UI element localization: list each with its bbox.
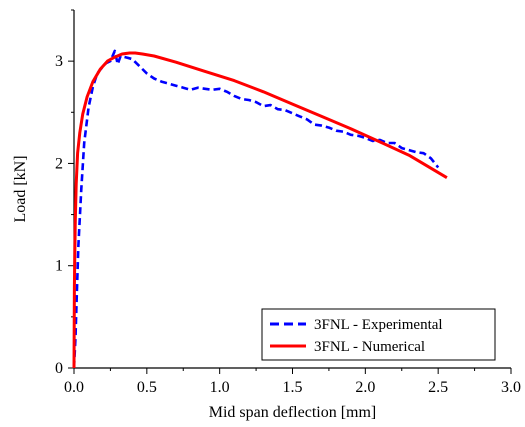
series-layer [72,49,448,369]
legend-label: 3FNL - Numerical [314,339,425,355]
x-axis-title: Mid span deflection [mm] [209,404,377,421]
y-tick-label: 2 [55,155,63,172]
legend-box [261,308,496,361]
y-tick-label: 0 [55,360,63,377]
y-tick-label: 1 [55,258,63,275]
x-tick-label: 1.0 [210,379,230,396]
legend: 3FNL - Experimental 3FNL - Numerical [261,308,496,361]
x-tick-label: 2.0 [355,379,375,396]
legend-label: 3FNL - Experimental [314,317,443,333]
ticks: 0.0 0.5 1.0 1.5 2.0 2.5 3.0 0 1 2 3 [55,9,521,396]
x-tick-label: 1.5 [283,379,303,396]
y-axis-title: Load [kN] [12,155,29,222]
x-tick-label: 0.5 [137,379,157,396]
x-tick-label: 2.5 [428,379,448,396]
x-tick-label: 0.0 [64,379,84,396]
series-line-numerical [72,51,448,369]
y-tick-label: 3 [55,53,63,70]
x-tick-label: 3.0 [501,379,521,396]
